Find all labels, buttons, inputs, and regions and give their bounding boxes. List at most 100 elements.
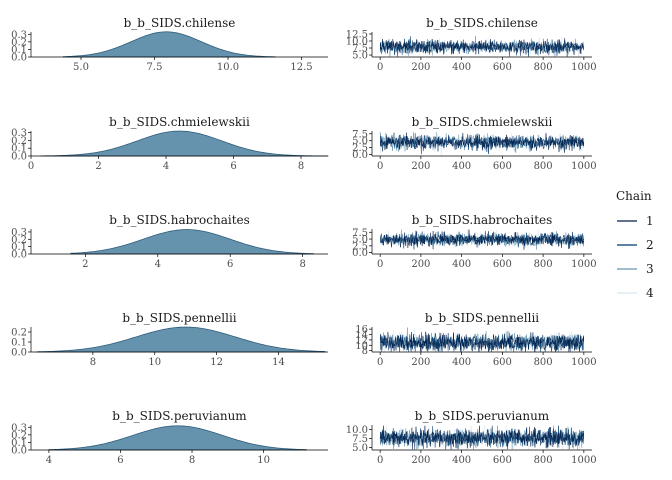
x-tick-label: 600 [493, 357, 512, 368]
x-tick-label: 2 [82, 259, 88, 270]
x-tick-label: 400 [452, 455, 471, 466]
y-tick-label: 5.0 [352, 443, 368, 454]
x-tick-label: 400 [452, 259, 471, 270]
y-tick-label: 0.2 [11, 37, 27, 48]
x-tick-label: 14 [272, 357, 285, 368]
y-tick-label: 0.0 [11, 53, 27, 64]
y-tick-label: 0.0 [11, 446, 27, 457]
panel-title: b_b_SIDS.peruvianum [415, 409, 550, 423]
trace-panel-1: b_b_SIDS.chilense 0 200 400 600 800 1000 5.07.5… [346, 16, 597, 73]
x-tick-label: 1000 [571, 62, 596, 73]
trace-line-chain-1 [379, 331, 585, 352]
x-tick-label: 600 [493, 161, 512, 172]
y-tick-label: 16 [355, 325, 368, 336]
chain-legend: Chain 1 2 3 4 [616, 189, 654, 300]
x-tick-label: 200 [411, 62, 430, 73]
x-tick-label: 12.5 [290, 62, 312, 73]
y-tick-label: 0.1 [11, 45, 27, 56]
y-tick-label: 0.0 [352, 248, 368, 259]
density-panel-1: b_b_SIDS.chilense 5.0 7.5 10.0 12.5 0.00.10.2… [11, 16, 328, 73]
x-tick-label: 1000 [571, 357, 596, 368]
density-area [70, 229, 314, 255]
x-tick-label: 0 [377, 62, 383, 73]
x-tick-label: 200 [411, 161, 430, 172]
x-tick-label: 600 [493, 259, 512, 270]
y-tick-label: 7.5 [352, 129, 368, 140]
legend-title: Chain [616, 189, 652, 203]
x-tick-label: 2 [95, 161, 101, 172]
x-tick-label: 4 [163, 161, 169, 172]
y-tick-label: 0.0 [352, 150, 368, 161]
y-tick-label: 12.5 [346, 29, 368, 40]
panel-title: b_b_SIDS.habrochaites [412, 213, 553, 227]
y-tick-label: 8 [362, 346, 368, 357]
panel-title: b_b_SIDS.pennellii [122, 311, 236, 325]
legend-label: 2 [646, 238, 654, 252]
x-tick-label: 800 [534, 161, 553, 172]
trace-panel-5: b_b_SIDS.peruvianum 0 200 400 600 800 1000 5.07… [346, 409, 597, 466]
y-tick-label: 5.0 [352, 51, 368, 62]
density-panel-2: b_b_SIDS.chmielewskii 0 2 4 6 8 0.00.10.20.3 [11, 115, 329, 172]
x-tick-label: 0 [377, 161, 383, 172]
x-tick-label: 6 [227, 259, 233, 270]
x-tick-label: 8 [189, 455, 195, 466]
y-tick-label: 7.5 [352, 434, 368, 445]
y-tick-label: 0.0 [11, 348, 27, 359]
panel-title: b_b_SIDS.chmielewskii [412, 115, 553, 129]
x-tick-label: 0 [377, 357, 383, 368]
trace-panel-4: b_b_SIDS.pennellii 0 200 400 600 800 1000 81012… [355, 311, 596, 368]
x-tick-label: 800 [534, 357, 553, 368]
trace-panel-2: b_b_SIDS.chmielewskii 0 200 400 600 800 1000 0.… [352, 115, 596, 172]
y-tick-label: 0.2 [11, 328, 27, 339]
legend-label: 1 [646, 214, 654, 228]
y-tick-label: 10.0 [346, 36, 368, 47]
x-tick-label: 400 [452, 62, 471, 73]
density-panel-3: b_b_SIDS.habrochaites 2 4 6 8 0.00.10.20.3 [11, 213, 328, 270]
x-tick-label: 200 [411, 259, 430, 270]
y-tick-label: 0.2 [11, 136, 27, 147]
x-tick-label: 8 [299, 259, 305, 270]
trace-line-chain-1 [380, 425, 585, 450]
legend-entry-chain-2: 2 [617, 238, 654, 252]
density-area [40, 130, 329, 157]
y-tick-label: 0.1 [11, 242, 27, 253]
x-tick-label: 10 [257, 455, 270, 466]
legend-entry-chain-4: 4 [617, 286, 654, 300]
y-tick-label: 10 [355, 341, 368, 352]
trace-line-chain-1 [379, 229, 585, 249]
x-tick-label: 200 [411, 357, 430, 368]
x-tick-label: 8 [90, 357, 96, 368]
x-tick-label: 400 [452, 357, 471, 368]
x-tick-label: 6 [230, 161, 236, 172]
panel-title: b_b_SIDS.habrochaites [109, 213, 250, 227]
panel-title: b_b_SIDS.peruvianum [112, 409, 247, 423]
x-tick-label: 600 [493, 455, 512, 466]
y-tick-label: 5.0 [352, 136, 368, 147]
x-tick-label: 1000 [571, 455, 596, 466]
trace-line-chain-1 [379, 38, 585, 57]
x-tick-label: 1000 [571, 259, 596, 270]
legend-label: 4 [646, 286, 654, 300]
x-tick-label: 8 [298, 161, 304, 172]
x-tick-label: 800 [534, 259, 553, 270]
y-tick-label: 5.0 [352, 235, 368, 246]
y-tick-label: 0.0 [11, 250, 27, 261]
y-tick-label: 0.2 [11, 235, 27, 246]
density-area [48, 425, 307, 451]
y-tick-label: 7.5 [352, 44, 368, 55]
x-tick-label: 5.0 [73, 62, 89, 73]
x-tick-label: 0 [377, 259, 383, 270]
y-tick-label: 12 [355, 335, 368, 346]
density-panel-4: b_b_SIDS.pennellii 8 10 12 14 0.00.10.2 [11, 311, 328, 368]
x-tick-label: 10.0 [217, 62, 239, 73]
panel-title: b_b_SIDS.pennellii [425, 311, 539, 325]
x-tick-label: 0 [28, 161, 34, 172]
y-tick-label: 0.2 [11, 430, 27, 441]
y-tick-label: 10.0 [346, 425, 368, 436]
x-tick-label: 800 [534, 455, 553, 466]
y-tick-label: 2.5 [352, 241, 368, 252]
x-tick-label: 800 [534, 62, 553, 73]
y-tick-label: 0.0 [11, 152, 27, 163]
trace-line-chain-1 [379, 132, 585, 155]
